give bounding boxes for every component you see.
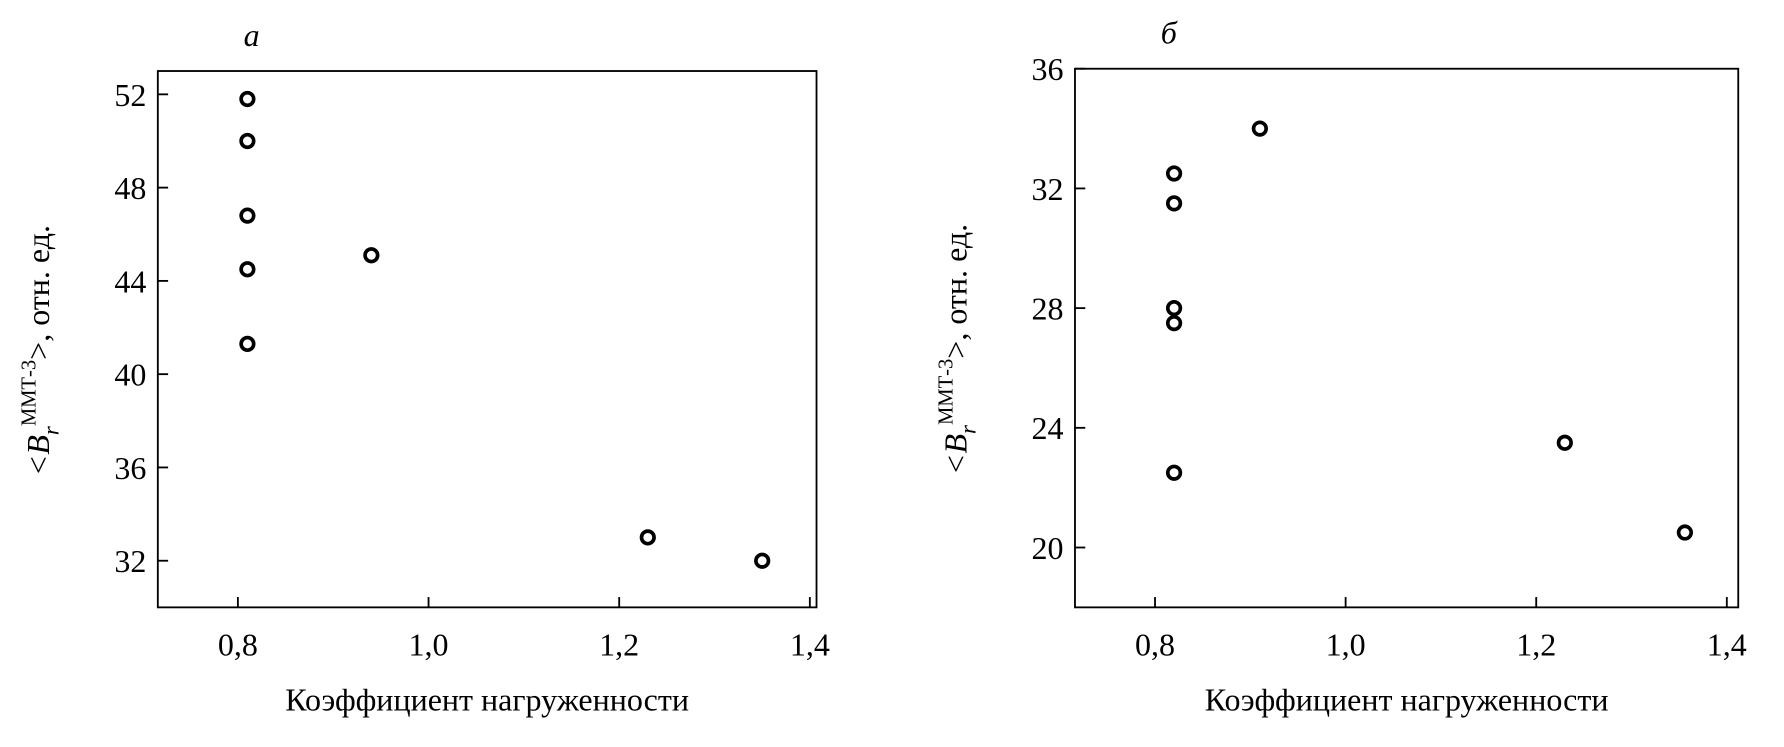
x-axis-label: Коэффициент нагруженности: [1205, 681, 1609, 717]
y-label-prefix: <B: [20, 435, 56, 476]
point: [1165, 464, 1183, 481]
y-label-subscript: r: [955, 425, 980, 434]
y-label-suffix: >, отн. ед.: [20, 225, 56, 360]
x-tick-label: 1,2: [1516, 626, 1556, 662]
y-label-prefix: <B: [937, 434, 973, 475]
y-tick-label: 24: [1032, 410, 1064, 446]
point: [239, 261, 256, 278]
y-tick-label: 28: [1032, 291, 1064, 327]
panel: 0,8 1,0 1,2 1,4 20 24 28 32 36 б Коэффициент нагру…: [936, 15, 1747, 718]
point: [1165, 314, 1183, 332]
x-tick-label: 0,8: [218, 626, 258, 662]
y-tick-label: 52: [114, 77, 146, 113]
y-label-suffix: >, отн. ед.: [937, 224, 973, 359]
x-tick-label: 0,8: [1135, 626, 1175, 662]
point: [1165, 300, 1183, 317]
panel-label: б: [1161, 15, 1178, 51]
point: [1676, 524, 1694, 541]
y-axis-label: <BrММТ-3>, отн. ед.: [18, 225, 63, 476]
point: [363, 247, 380, 264]
point: [639, 529, 656, 546]
x-tick-label: 1,2: [599, 626, 639, 662]
x-tick-label: 1,4: [1707, 626, 1747, 662]
point: [239, 132, 256, 150]
point: [754, 552, 771, 569]
y-axis-label: <BrММТ-3>, отн. ед.: [936, 224, 981, 475]
panel-label: а: [244, 17, 260, 53]
point: [1251, 120, 1268, 137]
x-tick-label: 1,4: [790, 626, 830, 662]
y-tick-label: 36: [1032, 51, 1064, 87]
x-tick-label: 1,0: [409, 626, 449, 662]
y-tick-label: 44: [114, 263, 146, 299]
y-tick-label: 40: [114, 357, 146, 393]
plot-frame: [156, 70, 818, 609]
y-tick-label: 32: [114, 543, 146, 579]
y-tick-label: 20: [1032, 530, 1064, 566]
point: [1165, 195, 1183, 212]
panel: 0,8 1,0 1,2 1,4 32 36 40 44 48 52 а Коэффициент наг…: [18, 17, 829, 717]
point: [239, 335, 256, 352]
y-tick-label: 32: [1032, 171, 1064, 207]
point: [1165, 165, 1183, 182]
point: [239, 90, 256, 108]
x-tick-label: 1,0: [1326, 626, 1366, 662]
point: [239, 207, 256, 224]
y-label-superscript: ММТ-3: [18, 360, 40, 426]
point: [1556, 434, 1573, 451]
plot-frame: [1074, 67, 1740, 609]
y-tick-label: 48: [114, 170, 146, 206]
y-label-superscript: ММТ-3: [936, 359, 958, 425]
x-axis-label: Коэффициент нагруженности: [285, 681, 689, 717]
y-tick-label: 36: [114, 450, 146, 486]
y-label-subscript: r: [38, 426, 63, 435]
